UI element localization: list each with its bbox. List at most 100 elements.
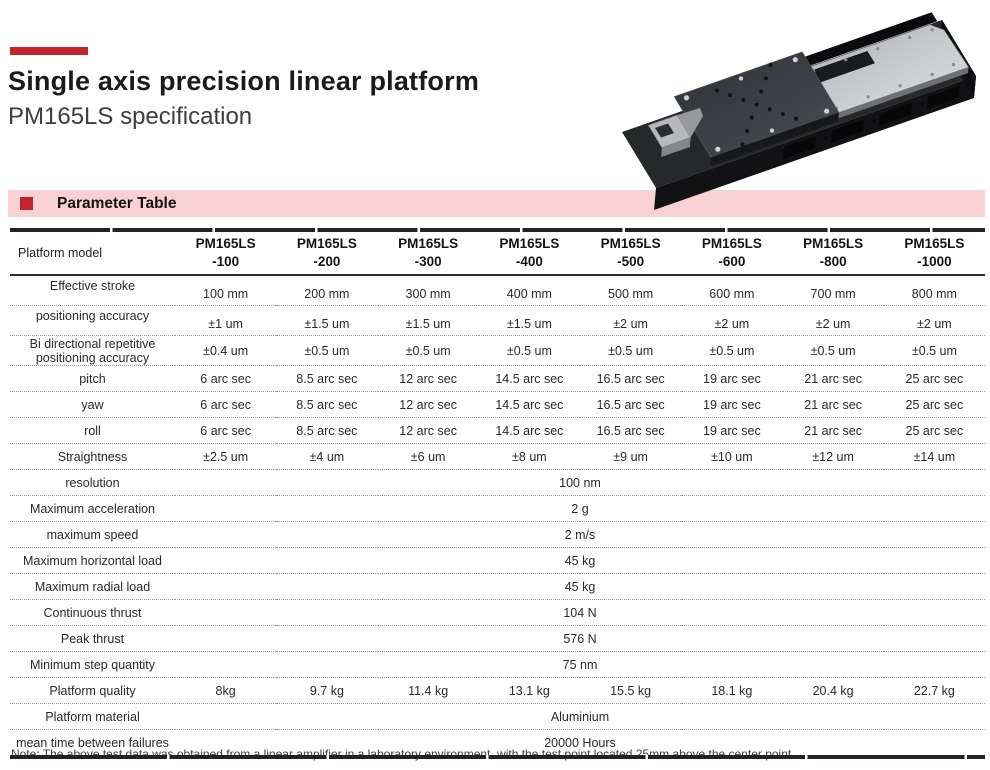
cell-value: 13.1 kg: [478, 677, 580, 704]
table-row: Effective stroke 100 mm 200 mm 300 mm 400 mm…: [10, 275, 985, 306]
section-heading: Parameter Table: [57, 194, 177, 212]
row-label: Minimum step quantity: [10, 651, 175, 678]
stage-carriage-front-edge: [710, 112, 839, 167]
cell-value: 18.1 kg: [681, 677, 783, 704]
cell-value-merged: 45 kg: [175, 547, 985, 574]
base-slot: [831, 119, 864, 143]
cell-value: ±10 um: [681, 443, 783, 470]
row-label: Maximum radial load: [10, 573, 175, 600]
cell-value-merged: 20000 Hours: [544, 735, 616, 750]
cell-value: 8.5 arc sec: [276, 365, 378, 392]
cell-value: 25 arc sec: [883, 417, 985, 444]
row-label: Maximum horizontal load: [10, 547, 175, 574]
column-header-model: PM165LS -800: [782, 232, 884, 276]
table-row: Maximum horizontal load 45 kg: [10, 547, 985, 574]
plate-screw-holes: [812, 28, 956, 110]
column-header-model: PM165LS -500: [580, 232, 682, 276]
cell-value: 19 arc sec: [681, 417, 783, 444]
table-row: Maximum acceleration 2 g: [10, 495, 985, 522]
row-label: Platform material: [10, 703, 175, 730]
cell-value: 6 arc sec: [175, 391, 277, 418]
base-hole: [920, 102, 924, 106]
base-slot: [783, 136, 816, 160]
accent-bar: [10, 47, 88, 55]
table-bottom-rule: [10, 755, 985, 759]
table-row: mean time between failures 20000 Hours: [10, 730, 985, 756]
cell-value: 15.5 kg: [580, 677, 682, 704]
table-header-row: Platform model PM165LS -100 PM165LS -200 P…: [10, 232, 985, 276]
column-header-model: PM165LS -600: [681, 232, 783, 276]
cell-value: ±12 um: [782, 443, 884, 470]
section-header-band: Parameter Table: [8, 190, 985, 217]
row-label: Maximum acceleration: [10, 495, 175, 522]
cell-value: 8.5 arc sec: [276, 417, 378, 444]
carriage-hole-pattern: [714, 63, 799, 147]
row-label: maximum speed: [10, 521, 175, 548]
stage-connector-inner: [655, 123, 674, 138]
cell-value: ±1.5 um: [276, 305, 378, 336]
product-photo-linear-stage: [622, 12, 976, 210]
row-label: positioning accuracy: [10, 305, 175, 336]
cell-value: ±0.5 um: [276, 335, 378, 366]
cell-value: 16.5 arc sec: [580, 365, 682, 392]
cell-value: 200 mm: [276, 275, 378, 306]
table-row: roll 6 arc sec 8.5 arc sec 12 arc sec 14.5 a…: [10, 417, 985, 444]
section-bullet-square-icon: [20, 197, 33, 210]
cell-value: 25 arc sec: [883, 391, 985, 418]
cell-value: ±0.5 um: [580, 335, 682, 366]
cell-value: 16.5 arc sec: [580, 391, 682, 418]
stage-connector-arm: [677, 108, 703, 138]
table-row: resolution 100 nm: [10, 469, 985, 496]
page-subtitle: PM165LS specification: [8, 103, 253, 130]
cell-value: 14.5 arc sec: [478, 365, 580, 392]
stage-connector-front: [661, 137, 691, 157]
row-label: Effective stroke: [10, 275, 175, 306]
cell-value-merged: 75 nm: [175, 651, 985, 678]
cell-value: ±0.4 um: [175, 335, 277, 366]
cell-value: 100 mm: [175, 275, 277, 306]
cell-value: 400 mm: [478, 275, 580, 306]
cell-value-merged: 2 m/s: [175, 521, 985, 548]
cell-value: 12 arc sec: [377, 391, 479, 418]
cell-value: 6 arc sec: [175, 417, 277, 444]
cell-value-merged: 2 g: [175, 495, 985, 522]
cell-value: 19 arc sec: [681, 365, 783, 392]
cell-value: 800 mm: [883, 275, 985, 306]
cell-value: 11.4 kg: [377, 677, 479, 704]
cell-value: 8kg: [175, 677, 277, 704]
row-label: mean time between failures: [16, 735, 169, 750]
carriage-corner-screws: [683, 56, 830, 153]
table-row: Platform material Aluminium: [10, 703, 985, 730]
cell-value: 16.5 arc sec: [580, 417, 682, 444]
column-header-model: PM165LS -100: [175, 232, 277, 276]
cell-value: 21 arc sec: [782, 417, 884, 444]
row-label: pitch: [10, 365, 175, 392]
row-label: roll: [10, 417, 175, 444]
cell-value: 700 mm: [782, 275, 884, 306]
table-row: Continuous thrust 104 N: [10, 599, 985, 626]
table-row: Straightness ±2.5 um ±4 um ±6 um ±8 um ±9 um ±…: [10, 443, 985, 470]
cell-value: ±2 um: [580, 305, 682, 336]
cell-value: ±1.5 um: [377, 305, 479, 336]
cell-value: ±1.5 um: [478, 305, 580, 336]
row-label: resolution: [10, 469, 175, 496]
cell-value: 20.4 kg: [782, 677, 884, 704]
cell-value: 21 arc sec: [782, 391, 884, 418]
stage-group: [622, 12, 976, 210]
cell-value: ±0.5 um: [478, 335, 580, 366]
cell-value: 14.5 arc sec: [478, 391, 580, 418]
cell-value: ±0.5 um: [681, 335, 783, 366]
row-label: Straightness: [10, 443, 175, 470]
table-row: positioning accuracy ±1 um ±1.5 um ±1.5 um ±…: [10, 305, 985, 336]
cell-value: ±8 um: [478, 443, 580, 470]
cell-value: 8.5 arc sec: [276, 391, 378, 418]
column-header-model: PM165LS -1000: [883, 232, 985, 276]
cell-value-merged: 100 nm: [175, 469, 985, 496]
row-label: Peak thrust: [10, 625, 175, 652]
page-title: Single axis precision linear platform: [8, 66, 480, 96]
cell-value: 300 mm: [377, 275, 479, 306]
cell-value: ±0.5 um: [782, 335, 884, 366]
cell-value: ±2 um: [883, 305, 985, 336]
table-top-rule: [10, 228, 985, 232]
column-header-model: PM165LS -400: [478, 232, 580, 276]
